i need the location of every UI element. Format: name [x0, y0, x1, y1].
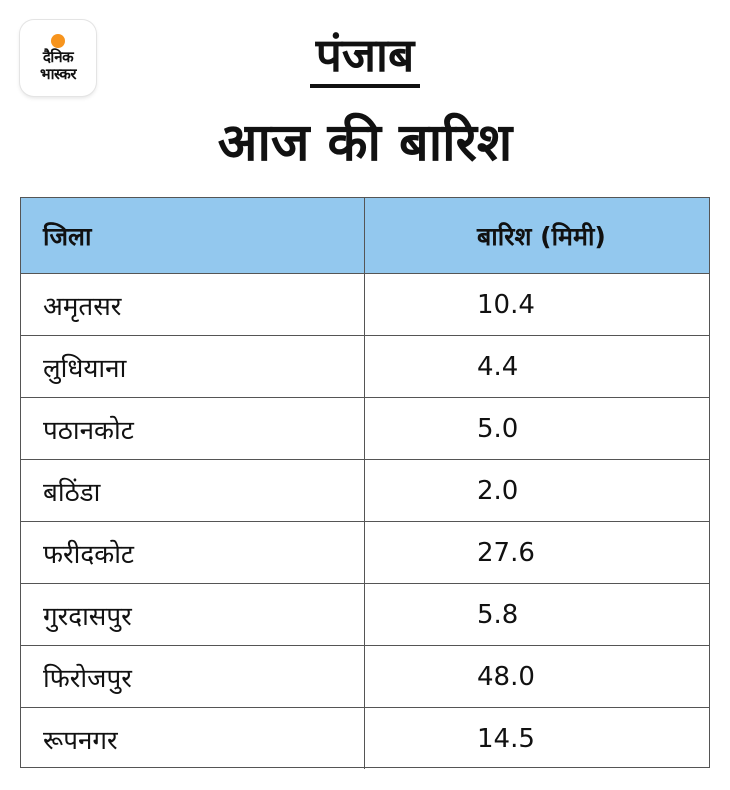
district-cell: अमृतसर — [21, 274, 365, 335]
table-row: अमृतसर 10.4 — [21, 273, 709, 335]
rainfall-cell: 2.0 — [477, 475, 519, 506]
sun-icon — [51, 33, 65, 48]
district-cell: बठिंडा — [21, 460, 365, 521]
table-row: गुरदासपुर 5.8 — [21, 583, 709, 645]
dainik-bhaskar-logo: दैनिक भास्कर — [20, 20, 96, 96]
district-cell: पठानकोट — [21, 398, 365, 459]
rainfall-cell: 48.0 — [477, 661, 535, 692]
district-cell: लुधियाना — [21, 336, 365, 397]
rainfall-cell: 27.6 — [477, 537, 535, 568]
rainfall-cell: 4.4 — [477, 351, 519, 382]
rainfall-table: जिला बारिश (मिमी) अमृतसर 10.4 लुधियाना 4… — [20, 197, 710, 769]
district-cell: रूपनगर — [21, 708, 365, 769]
table-row: रूपनगर 14.5 — [21, 707, 709, 769]
rainfall-cell: 14.5 — [477, 723, 535, 754]
logo-text-line-1: दैनिक — [42, 47, 74, 66]
district-cell: फिरोजपुर — [21, 646, 365, 707]
page-title: आज की बारिश — [217, 113, 513, 173]
header-district: जिला — [21, 198, 365, 273]
table-row: बठिंडा 2.0 — [21, 459, 709, 521]
header-rainfall: बारिश (मिमी) — [477, 221, 606, 251]
rainfall-cell: 10.4 — [477, 289, 535, 320]
table-row: पठानकोट 5.0 — [21, 397, 709, 459]
state-title-wrap: पंजाब — [0, 26, 730, 88]
table-row: लुधियाना 4.4 — [21, 335, 709, 397]
rainfall-cell: 5.0 — [477, 413, 519, 444]
state-title: पंजाब — [309, 26, 421, 88]
district-cell: फरीदकोट — [21, 522, 365, 583]
table-row: फरीदकोट 27.6 — [21, 521, 709, 583]
logo-text-line-2: भास्कर — [40, 64, 76, 83]
district-cell: गुरदासपुर — [21, 584, 365, 645]
rainfall-cell: 5.8 — [477, 599, 519, 630]
table-header-row: जिला बारिश (मिमी) — [21, 198, 709, 273]
table-row: फिरोजपुर 48.0 — [21, 645, 709, 707]
